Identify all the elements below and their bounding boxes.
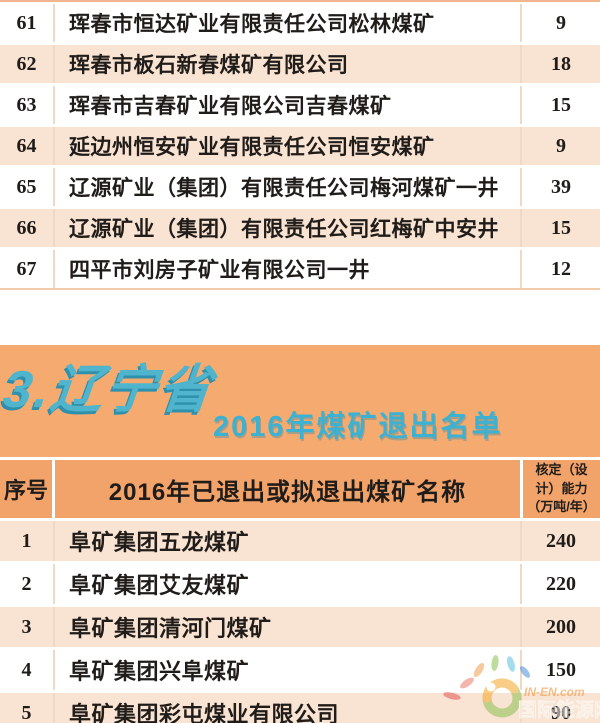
row-index: 2 [0, 564, 55, 604]
row-index: 4 [0, 650, 55, 690]
table-row: 64 延边州恒安矿业有限责任公司恒安煤矿 9 [0, 127, 600, 165]
mine-name: 阜矿集团五龙煤矿 [69, 530, 250, 555]
capacity-value: 240 [520, 521, 600, 561]
table-row: 4 阜矿集团兴阜煤矿 150 [0, 650, 600, 690]
section-gap [0, 290, 600, 345]
previous-province-exit-table: 61 珲春市恒达矿业有限责任公司松林煤矿 9 62 珲春市板石新春煤矿有限公司 … [0, 2, 600, 290]
table-top-edge [0, 0, 600, 2]
row-index: 64 [0, 127, 55, 165]
section-subtitle: 2016年煤矿退出名单 [213, 411, 503, 443]
row-index: 5 [0, 693, 55, 723]
row-index: 62 [0, 45, 55, 83]
capacity-value: 12 [520, 250, 600, 288]
row-index: 1 [0, 521, 55, 561]
table-row: 63 珲春市吉春矿业有限公司吉春煤矿 15 [0, 86, 600, 124]
capacity-value: 200 [520, 607, 600, 647]
mine-name: 辽源矿业（集团）有限责任公司梅河煤矿一井 [69, 177, 499, 200]
mine-name: 延边州恒安矿业有限责任公司恒安煤矿 [69, 136, 435, 159]
mine-name: 珲春市吉春矿业有限公司吉春煤矿 [69, 95, 392, 118]
mine-name: 珲春市板石新春煤矿有限公司 [69, 54, 349, 77]
column-header-capacity: 核定（设计）能力（万吨/年） [520, 460, 600, 518]
table-row: 66 辽源矿业（集团）有限责任公司红梅矿中安井 15 [0, 209, 600, 247]
capacity-value: 18 [520, 45, 600, 83]
mine-name: 四平市刘房子矿业有限公司一井 [69, 259, 370, 282]
section-title: 3.辽宁省 [0, 361, 216, 419]
table-row: 2 阜矿集团艾友煤矿 220 [0, 564, 600, 604]
capacity-value: 15 [520, 209, 600, 247]
table-row: 3 阜矿集团清河门煤矿 200 [0, 607, 600, 647]
column-header-mine-name: 2016年已退出或拟退出煤矿名称 [108, 478, 467, 506]
row-index: 61 [0, 4, 55, 42]
row-index: 66 [0, 209, 55, 247]
table-row: 67 四平市刘房子矿业有限公司一井 12 [0, 250, 600, 288]
section-banner: 3.辽宁省 2016年煤矿退出名单 [0, 345, 600, 457]
mine-name: 辽源矿业（集团）有限责任公司红梅矿中安井 [69, 218, 499, 241]
mine-name: 阜矿集团清河门煤矿 [69, 616, 272, 641]
row-index: 3 [0, 607, 55, 647]
capacity-value: 9 [520, 4, 600, 42]
table-row: 5 阜矿集团彩屯煤业有限公司 90 [0, 693, 600, 723]
mine-name: 阜矿集团彩屯煤业有限公司 [69, 702, 340, 723]
column-header-index: 序号 [0, 460, 55, 518]
table-row: 1 阜矿集团五龙煤矿 240 [0, 521, 600, 561]
mine-name: 阜矿集团艾友煤矿 [69, 573, 250, 598]
table-row: 62 珲春市板石新春煤矿有限公司 18 [0, 45, 600, 83]
row-index: 63 [0, 86, 55, 124]
capacity-value: 15 [520, 86, 600, 124]
capacity-value: 39 [520, 168, 600, 206]
capacity-value: 9 [520, 127, 600, 165]
table-row: 65 辽源矿业（集团）有限责任公司梅河煤矿一井 39 [0, 168, 600, 206]
table-header-row: 序号 2016年已退出或拟退出煤矿名称 核定（设计）能力（万吨/年） [0, 460, 600, 518]
row-index: 65 [0, 168, 55, 206]
table-row: 61 珲春市恒达矿业有限责任公司松林煤矿 9 [0, 4, 600, 42]
row-index: 67 [0, 250, 55, 288]
liaoning-exit-table: 1 阜矿集团五龙煤矿 240 2 阜矿集团艾友煤矿 220 3 阜矿集团清河门煤… [0, 521, 600, 723]
capacity-value: 90 [520, 693, 600, 723]
mine-name: 阜矿集团兴阜煤矿 [69, 659, 250, 684]
capacity-value: 150 [520, 650, 600, 690]
capacity-value: 220 [520, 564, 600, 604]
mine-name: 珲春市恒达矿业有限责任公司松林煤矿 [69, 13, 435, 36]
